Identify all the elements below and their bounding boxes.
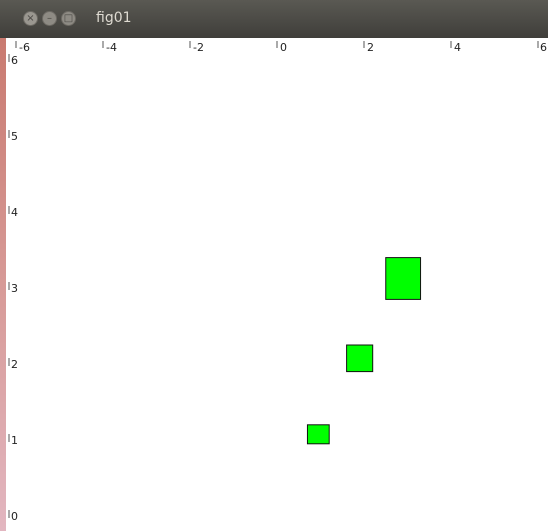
y-tick-label: 3 [11, 282, 18, 295]
green-rectangle [385, 257, 422, 300]
maximize-icon[interactable]: □ [61, 11, 76, 26]
x-axis: -6 -4 -2 0 2 4 6 [15, 41, 547, 54]
y-tick-label: 6 [11, 54, 18, 67]
y-tick-label: 0 [11, 510, 18, 523]
y-axis: 0 1 2 3 4 5 6 [8, 54, 18, 523]
window-title: fig01 [96, 10, 132, 26]
green-rectangle [306, 424, 330, 445]
x-tick-label: 6 [540, 41, 547, 54]
y-tick-label: 1 [11, 434, 18, 447]
x-tick-label: -2 [193, 41, 204, 54]
y-tick-label: 5 [11, 130, 18, 143]
x-tick-label: 4 [454, 41, 461, 54]
x-tick-label: 0 [280, 41, 287, 54]
y-tick-label: 4 [11, 206, 18, 219]
x-tick-label: -6 [19, 41, 30, 54]
x-tick-label: -4 [106, 41, 117, 54]
left-edge-bar [0, 38, 6, 531]
green-rectangle [346, 344, 374, 373]
y-tick-label: 2 [11, 358, 18, 371]
title-bar: × – □ fig01 [0, 0, 548, 38]
plot-canvas[interactable]: -6 -4 -2 0 2 4 6 0 1 2 3 4 5 6 [0, 38, 548, 531]
close-icon[interactable]: × [23, 11, 38, 26]
minimize-icon[interactable]: – [42, 11, 57, 26]
data-marks [306, 257, 422, 445]
x-tick-label: 2 [367, 41, 374, 54]
